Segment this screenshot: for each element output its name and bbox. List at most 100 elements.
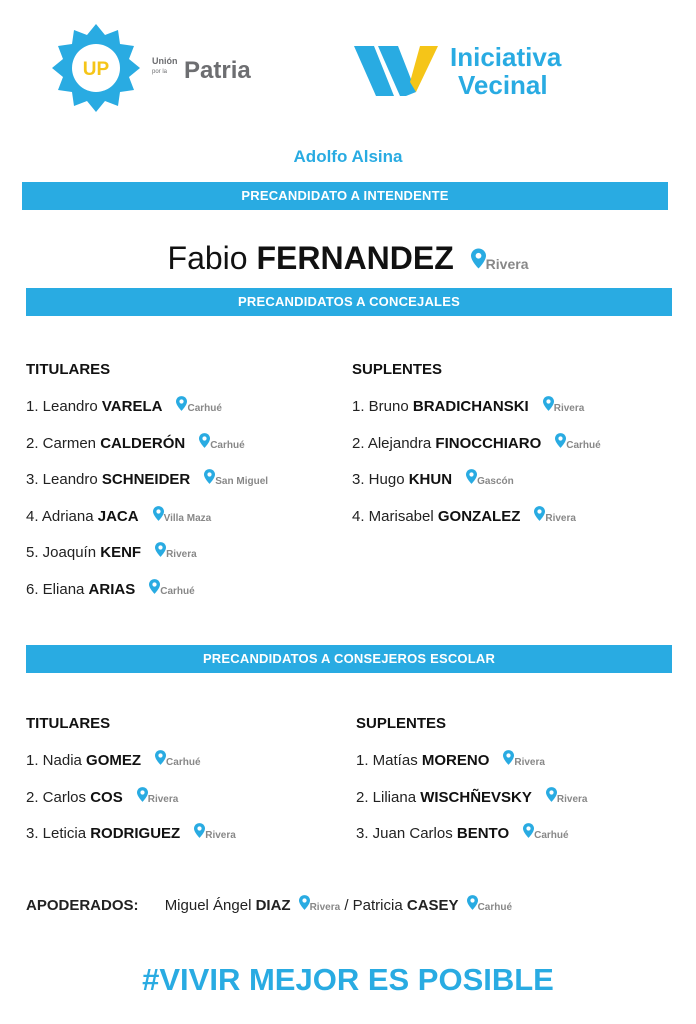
place: Rivera	[514, 757, 545, 768]
intendente-candidate: Fabio FERNANDEZ Rivera	[0, 240, 696, 277]
svg-text:por la: por la	[152, 69, 168, 75]
last-name: VARELA	[101, 398, 163, 415]
svg-text:Iniciativa: Iniciativa	[450, 42, 562, 72]
svg-text:Patria: Patria	[184, 57, 251, 84]
place: Rivera	[147, 793, 179, 805]
apoderado: Miguel Ángel DIAZ Rivera	[164, 895, 341, 914]
place: Villa Maza	[163, 512, 212, 524]
first-name: 5. Joaquín	[26, 544, 97, 561]
first-name: 2. Carlos	[26, 788, 87, 806]
concejales-suplentes-list: 1. Bruno BRADICHANSKI Rivera 2. Alejandra …	[352, 396, 601, 542]
place: San Miguel	[215, 476, 269, 487]
location-pin-icon	[152, 505, 164, 525]
place: Carhué	[166, 757, 201, 768]
candidate-row: 2. Liliana WISCHÑEVSKY Rivera	[356, 786, 587, 824]
location-pin-icon	[176, 396, 188, 415]
place: Carhué	[566, 439, 601, 451]
place: Rivera	[545, 512, 576, 524]
place: Carhué	[160, 585, 195, 597]
location-pin-icon	[555, 432, 567, 452]
place: Rivera	[309, 902, 341, 913]
last-name: MORENO	[421, 752, 490, 769]
candidate-row: 3. Hugo KHUN Gascón	[352, 469, 601, 506]
candidate-row: 5. Joaquín KENF Rivera	[26, 542, 268, 579]
iniciativa-vecinal-logo: Iniciativa Vecinal	[350, 38, 590, 102]
union-por-la-patria-logo: UP Unión por la Patria	[50, 22, 290, 114]
last-name: JACA	[97, 507, 139, 525]
candidate-row: 1. Leandro VARELA Carhué	[26, 396, 268, 433]
location-pin-icon	[155, 542, 167, 561]
apoderados-label: APODERADOS:	[26, 897, 139, 914]
candidate-row: 1. Bruno BRADICHANSKI Rivera	[352, 396, 601, 433]
last-name: BENTO	[456, 825, 510, 842]
first-name: 3. Juan Carlos	[356, 825, 453, 842]
apoderados-line: APODERADOS: Miguel Ángel DIAZ Rivera / Pa…	[26, 895, 512, 914]
svg-text:UP: UP	[83, 59, 110, 80]
last-name: COS	[90, 788, 123, 806]
last-name: KHUN	[408, 471, 453, 488]
location-pin-icon	[470, 240, 486, 277]
candidate-row: 2. Carlos COS Rivera	[26, 786, 236, 824]
place: Rivera	[205, 830, 236, 841]
first-name: 1. Matías	[356, 752, 418, 769]
candidate-row: 1. Matías MORENO Rivera	[356, 750, 587, 787]
svg-text:Vecinal: Vecinal	[458, 70, 548, 100]
last-name: DIAZ	[255, 897, 291, 914]
consejeros-header: PRECANDIDATOS A CONSEJEROS ESCOLAR	[26, 645, 672, 673]
titulares-heading: TITULARES	[26, 361, 111, 378]
consejeros-suplentes-list: 1. Matías MORENO Rivera 2. Liliana WISCHÑE…	[356, 750, 587, 860]
last-name: RODRIGUEZ	[90, 825, 181, 842]
candidate-row: 4. Marisabel GONZALEZ Rivera	[352, 505, 601, 543]
suplentes-heading: SUPLENTES	[356, 715, 447, 732]
location-pin-icon	[542, 396, 554, 415]
first-name: 3. Leandro	[26, 471, 98, 488]
location-pin-icon	[136, 786, 148, 806]
concejales-header: PRECANDIDATOS A CONCEJALES	[26, 288, 672, 316]
candidate-row: 2. Carmen CALDERÓN Carhué	[26, 432, 268, 470]
last-name: BRADICHANSKI	[412, 398, 529, 415]
first-name: 1. Bruno	[352, 398, 409, 415]
last-name: FERNANDEZ	[256, 240, 454, 276]
municipality-title: Adolfo Alsina	[293, 147, 403, 166]
first-name: 4. Marisabel	[352, 507, 434, 525]
candidate-row: 3. Leticia RODRIGUEZ Rivera	[26, 823, 236, 860]
titulares-heading: TITULARES	[26, 715, 111, 732]
candidate-row: 6. Eliana ARIAS Carhué	[26, 578, 268, 616]
concejales-titulares-list: 1. Leandro VARELA Carhué 2. Carmen CALDERÓ…	[26, 396, 268, 615]
intendente-header: PRECANDIDATO A INTENDENTE	[22, 182, 668, 210]
location-pin-icon	[149, 578, 161, 598]
suplentes-heading: SUPLENTES	[352, 361, 443, 378]
last-name: GONZALEZ	[437, 507, 521, 525]
last-name: SCHNEIDER	[101, 471, 191, 488]
last-name: GOMEZ	[86, 752, 142, 769]
first-name: 2. Alejandra	[352, 434, 432, 452]
location-pin-icon	[155, 750, 167, 769]
last-name: CALDERÓN	[100, 434, 186, 452]
last-name: ARIAS	[88, 580, 136, 598]
candidate-row: 3. Juan Carlos BENTO Carhué	[356, 823, 587, 860]
location-pin-icon	[545, 786, 557, 806]
location-pin-icon	[194, 823, 206, 842]
first-name: 2. Liliana	[356, 788, 417, 806]
first-name: 1. Nadia	[26, 752, 82, 769]
first-name: Fabio	[167, 240, 248, 276]
location-pin-icon	[466, 895, 478, 914]
place: Carhué	[210, 439, 245, 451]
last-name: WISCHÑEVSKY	[420, 788, 532, 806]
candidate-row: 4. Adriana JACA Villa Maza	[26, 505, 268, 543]
first-name: 6. Eliana	[26, 580, 85, 598]
candidate-row: 3. Leandro SCHNEIDER San Miguel	[26, 469, 268, 506]
svg-text:Unión: Unión	[152, 56, 178, 66]
candidate-row: 1. Nadia GOMEZ Carhué	[26, 750, 236, 787]
first-name: 1. Leandro	[26, 398, 98, 415]
place: Carhué	[187, 403, 222, 414]
location-pin-icon	[466, 469, 478, 488]
place: Carhué	[534, 830, 569, 841]
first-name: Miguel Ángel	[164, 897, 252, 914]
location-pin-icon	[523, 823, 535, 842]
last-name: CASEY	[406, 897, 459, 914]
place: Carhué	[477, 902, 513, 913]
place: Rivera	[166, 549, 197, 560]
location-pin-icon	[298, 895, 310, 914]
